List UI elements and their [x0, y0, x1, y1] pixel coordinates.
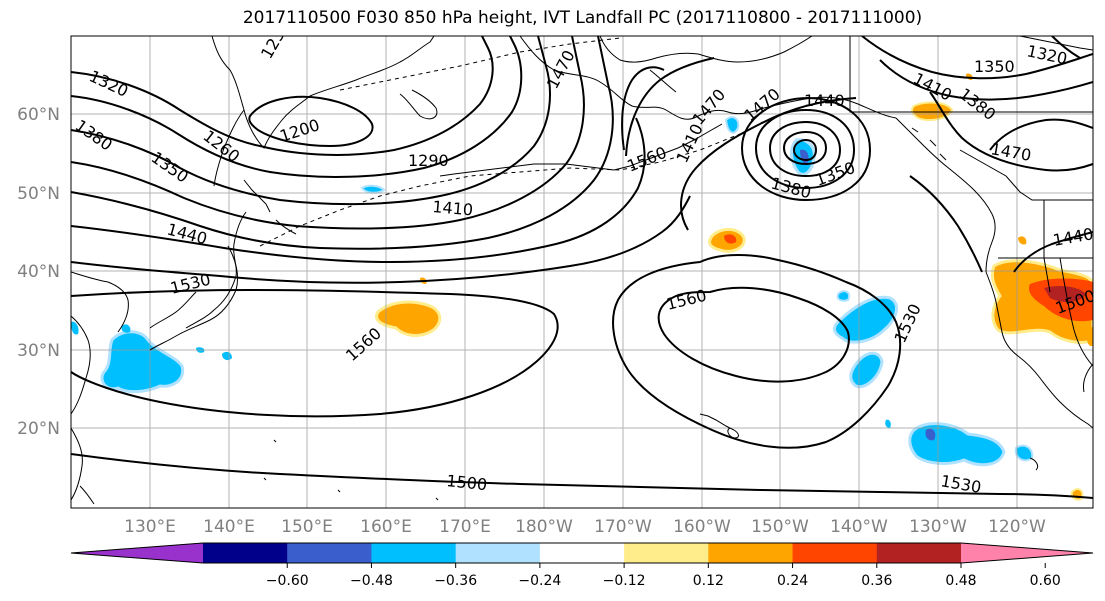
ivt-positive-area — [1018, 236, 1027, 245]
colorbar-tick-label: 0.12 — [693, 573, 724, 589]
ivt-shading — [71, 73, 1093, 501]
colorbar-tick-label: −0.36 — [434, 573, 477, 589]
colorbar-extension-left — [71, 543, 203, 563]
contour-label: 1350 — [974, 57, 1015, 76]
ivt-negative-area — [925, 428, 936, 441]
map-frame — [70, 35, 1094, 509]
colorbar-bin — [203, 543, 288, 563]
contour-label: 1440 — [804, 91, 845, 110]
colorbar-tick-label: −0.24 — [518, 573, 561, 589]
ivt-negative-area — [833, 295, 899, 344]
longitude-label: 120°W — [988, 517, 1046, 537]
ivt-positive-area — [724, 234, 737, 244]
colorbar-bin — [455, 543, 541, 563]
ivt-negative-area — [836, 290, 850, 302]
colorbar-tick-label: 0.60 — [1030, 573, 1061, 589]
height-contours — [71, 36, 1093, 499]
colorbar-bin — [792, 543, 878, 563]
latitude-label: 50°N — [17, 184, 60, 204]
longitude-label: 140°W — [830, 517, 888, 537]
longitude-label: 180°W — [515, 517, 573, 537]
ivt-positive-area — [1086, 326, 1093, 346]
contour-label: 1290 — [408, 151, 449, 170]
colorbar-bin — [624, 543, 709, 563]
colorbar-tick-label: 0.36 — [861, 573, 892, 589]
longitude-label: 170°W — [594, 517, 652, 537]
longitude-label: 150°W — [751, 517, 809, 537]
ivt-positive-area — [1070, 488, 1084, 501]
ivt-negative-area — [100, 330, 185, 394]
colorbar-bin — [876, 543, 962, 563]
contour-label: 1500 — [446, 471, 488, 494]
colorbar: −0.60 −0.48 −0.36 −0.24 −0.12 0.12 0.24 0.36 0.4… — [70, 542, 1094, 589]
ivt-negative-area — [360, 184, 386, 194]
ivt-negative-area — [121, 324, 131, 333]
longitude-label: 170°E — [439, 517, 491, 537]
latitude-label: 40°N — [17, 262, 60, 282]
colorbar-tick-label: −0.12 — [603, 573, 646, 589]
longitude-axis: 130°E 140°E 150°E 160°E 170°E 180°W 170°… — [124, 517, 1046, 537]
colorbar-tick-label: −0.48 — [350, 573, 393, 589]
colorbar-extension-right — [961, 543, 1093, 563]
colorbar-outline — [70, 542, 1094, 564]
longitude-label: 160°E — [360, 517, 412, 537]
ivt-negative-area — [1014, 444, 1034, 462]
colorbar-tick-label: 0.24 — [777, 573, 808, 589]
latitude-axis: 60°N 50°N 40°N 30°N 20°N — [17, 105, 60, 439]
political-borders — [849, 36, 1093, 367]
longitude-label: 130°W — [909, 517, 967, 537]
contour-label: 1410 — [432, 197, 474, 219]
colorbar-bin — [371, 543, 457, 563]
colorbar-bin — [287, 543, 372, 563]
ivt-negative-area — [724, 116, 740, 134]
colorbar-tick-label: −0.60 — [266, 573, 309, 589]
longitude-label: 160°W — [673, 517, 731, 537]
colorbar-bin — [539, 543, 625, 563]
longitude-label: 140°E — [203, 517, 255, 537]
latitude-label: 20°N — [17, 419, 60, 439]
map-title: 2017110500 F030 850 hPa height, IVT Land… — [242, 8, 923, 28]
longitude-label: 130°E — [124, 517, 176, 537]
date-line — [339, 37, 621, 91]
latitude-label: 60°N — [17, 105, 60, 125]
ivt-negative-area — [885, 419, 891, 428]
ivt-positive-area — [1044, 286, 1086, 303]
date-line — [259, 133, 741, 247]
ivt-positive-area — [375, 300, 442, 337]
colorbar-tick-label: 0.48 — [945, 573, 976, 589]
coastlines — [71, 36, 1093, 505]
latitude-label: 30°N — [17, 341, 60, 361]
ivt-negative-area — [71, 321, 79, 335]
longitude-label: 150°E — [281, 517, 333, 537]
colorbar-bin — [708, 543, 794, 563]
